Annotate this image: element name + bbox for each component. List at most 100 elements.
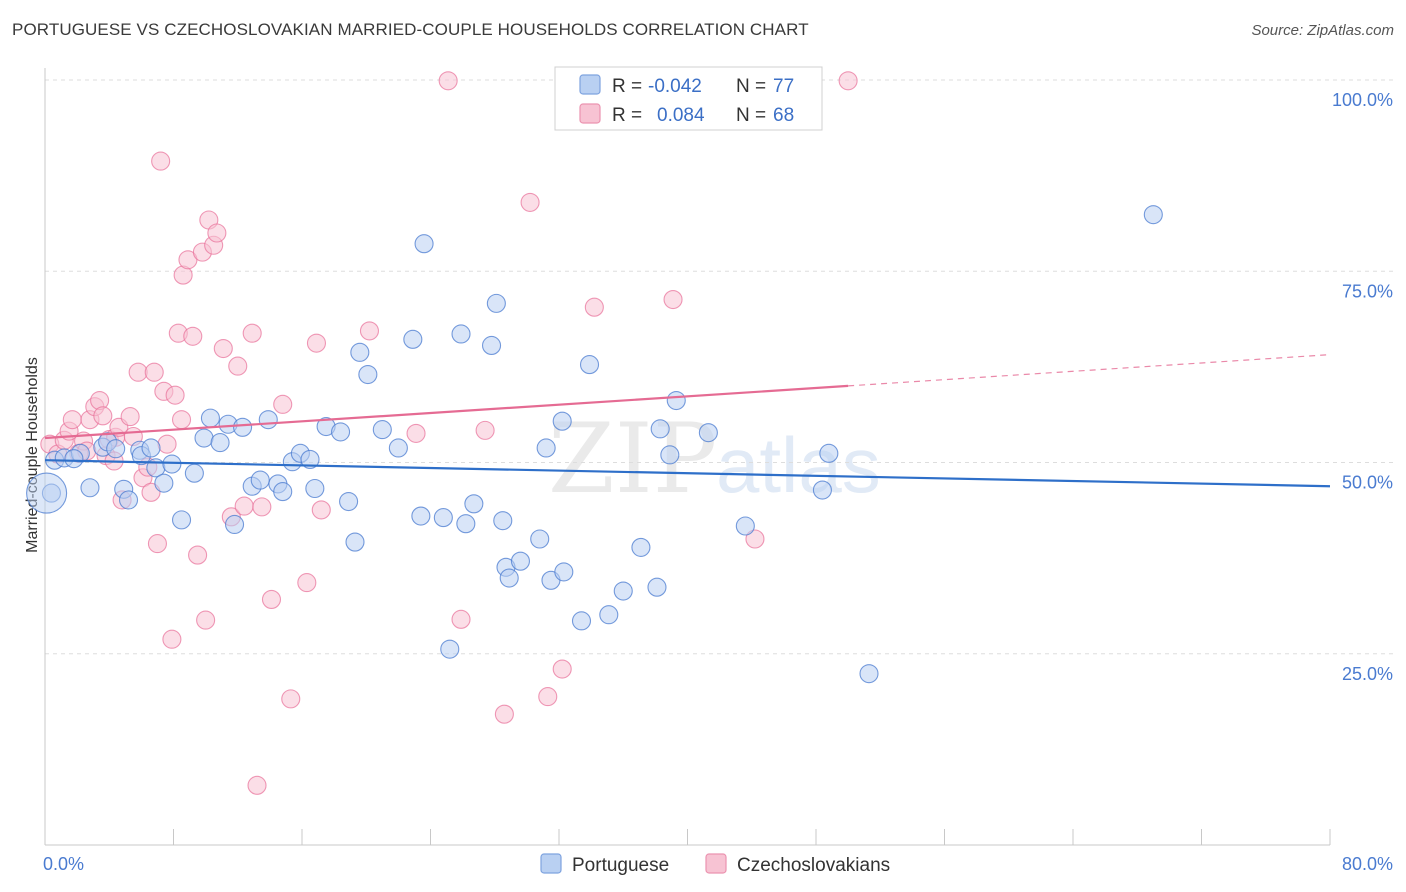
legend-swatch-blue: [579, 74, 601, 95]
point-czechoslovakians: [157, 434, 177, 454]
point-portuguese: [552, 411, 572, 431]
point-portuguese: [536, 438, 556, 458]
point-czechoslovakians: [213, 338, 233, 359]
point-czechoslovakians: [311, 500, 331, 520]
y-tick-labels: 100.0% 75.0% 50.0% 25.0%: [1332, 90, 1393, 684]
point-portuguese: [273, 482, 293, 502]
point-portuguese: [358, 364, 378, 385]
y-tick-label: 75.0%: [1342, 281, 1393, 301]
point-portuguese: [162, 454, 182, 474]
legend-swatch-pink: [579, 103, 601, 124]
point-czechoslovakians: [438, 71, 458, 91]
point-portuguese: [481, 335, 502, 356]
point-czechoslovakians: [141, 482, 161, 502]
point-czechoslovakians: [359, 321, 380, 341]
point-portuguese: [571, 611, 592, 631]
point-czechoslovakians: [128, 362, 148, 382]
point-czechoslovakians: [306, 333, 327, 353]
point-portuguese: [599, 605, 619, 625]
point-portuguese: [456, 514, 476, 534]
bottom-legend-swatch-czechoslovakians: [705, 853, 727, 874]
legend-n-label-pink: N =: [736, 105, 766, 126]
point-czechoslovakians: [62, 410, 82, 430]
watermark-atlas: atlas: [716, 421, 881, 509]
watermark: ZIP atlas: [548, 403, 881, 515]
point-portuguese: [388, 438, 408, 458]
point-portuguese: [486, 293, 506, 313]
point-portuguese: [812, 480, 832, 500]
point-portuguese: [194, 428, 214, 448]
point-portuguese: [440, 639, 460, 659]
point-portuguese: [372, 420, 392, 440]
point-czechoslovakians: [252, 497, 272, 517]
trend-line-czechoslovakians: [44, 384, 849, 440]
point-czechoslovakians: [188, 545, 208, 565]
point-portuguese: [171, 510, 192, 530]
point-portuguese: [350, 342, 370, 362]
point-portuguese: [660, 445, 680, 465]
point-czechoslovakians: [273, 394, 293, 414]
legend-n-label-blue: N =: [736, 76, 766, 97]
chart-title: PORTUGUESE VS CZECHOSLOVAKIAN MARRIED-CO…: [12, 20, 809, 39]
axes: [44, 68, 1331, 846]
series-portuguese-points: [26, 205, 1163, 684]
point-czechoslovakians: [520, 192, 540, 212]
point-czechoslovakians: [297, 573, 317, 593]
series-legend: Portuguese Czechoslovakians: [540, 853, 890, 876]
bottom-legend-swatch-portuguese: [540, 853, 562, 874]
point-czechoslovakians: [196, 610, 216, 630]
point-portuguese: [510, 551, 531, 571]
point-czechoslovakians: [745, 529, 765, 549]
point-czechoslovakians: [165, 385, 185, 405]
point-portuguese: [579, 355, 600, 375]
source-label: Source: ZipAtlas.com: [1251, 22, 1394, 39]
legend-r-value-blue: -0.042: [648, 76, 702, 97]
point-portuguese: [233, 417, 253, 437]
legend-n-value-blue: 77: [773, 76, 794, 97]
point-czechoslovakians: [162, 629, 182, 649]
watermark-zip: ZIP: [548, 403, 717, 515]
point-portuguese: [403, 329, 423, 349]
point-portuguese: [411, 506, 431, 526]
legend-r-label-pink: R =: [612, 105, 642, 126]
point-czechoslovakians: [552, 659, 572, 679]
point-czechoslovakians: [261, 589, 282, 609]
grid-lines: [45, 79, 1395, 655]
bottom-legend-label-czechoslovakians: Czechoslovakians: [737, 855, 890, 876]
point-czechoslovakians: [207, 223, 227, 243]
point-portuguese: [339, 491, 359, 512]
point-czechoslovakians: [538, 687, 558, 707]
point-portuguese: [1143, 205, 1163, 225]
point-czechoslovakians: [494, 704, 514, 724]
y-tick-label: 50.0%: [1342, 473, 1393, 493]
point-czechoslovakians: [234, 496, 254, 516]
point-portuguese: [258, 410, 278, 430]
point-czechoslovakians: [144, 362, 164, 382]
point-czechoslovakians: [242, 323, 262, 343]
point-czechoslovakians: [475, 420, 495, 440]
point-portuguese: [530, 529, 550, 549]
point-portuguese: [64, 449, 84, 469]
point-czechoslovakians: [93, 406, 113, 426]
point-portuguese: [735, 516, 755, 536]
point-czechoslovakians: [228, 356, 248, 376]
point-portuguese: [554, 562, 574, 582]
point-portuguese: [154, 473, 174, 493]
point-portuguese: [300, 449, 320, 469]
point-portuguese: [650, 419, 670, 439]
trend-lines: [44, 354, 1331, 488]
point-portuguese: [493, 511, 513, 531]
point-portuguese: [433, 508, 453, 528]
y-tick-label: 100.0%: [1332, 90, 1393, 110]
point-portuguese: [200, 408, 220, 428]
trend-line-portuguese: [44, 459, 1331, 488]
point-portuguese: [414, 234, 434, 254]
point-portuguese: [613, 581, 633, 601]
point-czechoslovakians: [151, 151, 171, 171]
point-portuguese: [106, 439, 126, 459]
point-czechoslovakians: [120, 407, 140, 427]
point-czechoslovakians: [663, 290, 683, 310]
legend-r-value-pink: 0.084: [657, 105, 705, 126]
point-czechoslovakians: [171, 410, 192, 430]
